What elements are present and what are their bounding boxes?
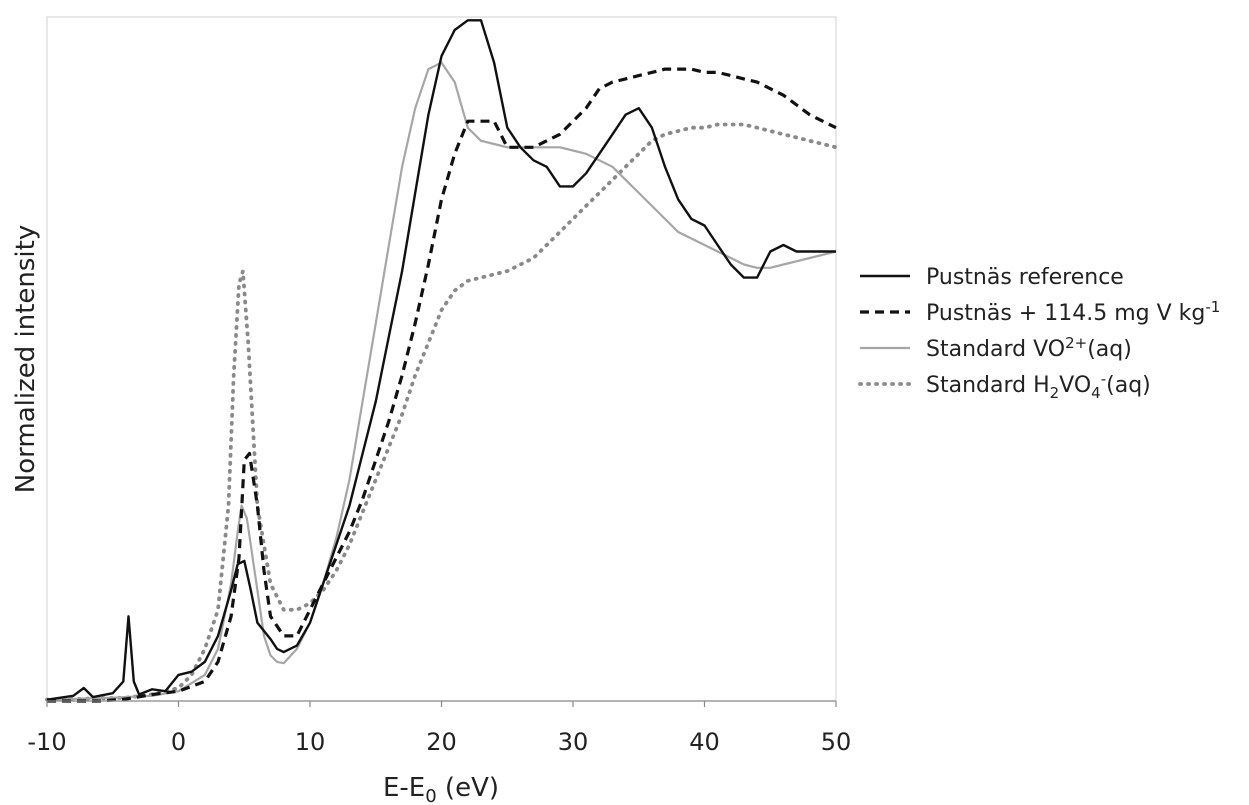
series-line-4 [45, 122, 838, 702]
x-axis-title-main: E-E [383, 773, 425, 803]
legend-label-part: -1 [1205, 298, 1220, 316]
legend-label-part: (aq) [1106, 373, 1151, 398]
legend-label: Standard VO2+(aq) [926, 334, 1132, 362]
x-tick-label: -10 [27, 728, 66, 756]
x-tick-label: 20 [426, 728, 457, 756]
legend-label-part: VO [1059, 373, 1091, 398]
legend-label-part: Pustnäs + 114.5 mg V kg [926, 301, 1205, 326]
x-axis-title-unit: (eV) [437, 773, 499, 803]
legend-label-part: 2+ [1065, 334, 1087, 352]
legend-label: Standard H2VO4-(aq) [926, 370, 1151, 402]
plot-area-frame [46, 16, 837, 702]
series-line-1 [46, 19, 836, 701]
legend-label-part: Standard H [926, 373, 1050, 398]
x-axis-title: E-E0 (eV) [383, 773, 499, 805]
series-layer [45, 19, 838, 703]
legend-label-part: 4 [1091, 384, 1101, 402]
x-tick-label: 10 [295, 728, 326, 756]
legend-label-part: - [1101, 370, 1106, 388]
legend-label: Pustnäs + 114.5 mg V kg-1 [926, 298, 1220, 326]
legend-label-part: (aq) [1087, 337, 1132, 362]
x-tick-label: 50 [821, 728, 852, 756]
x-tick-label: 40 [689, 728, 720, 756]
x-tick-label: 0 [171, 728, 186, 756]
legend-label-part: 2 [1050, 384, 1060, 402]
series-line-2 [47, 67, 837, 703]
x-tick-layer: -10 0 10 20 30 40 50 [27, 701, 851, 756]
x-axis-title-sub: 0 [425, 786, 436, 805]
legend-label: Pustnäs reference [926, 265, 1124, 290]
x-tick-label: 30 [558, 728, 589, 756]
legend-label-part: Standard VO [926, 337, 1065, 362]
legend: Pustnäs reference Pustnäs + 114.5 mg V kg… [858, 265, 1220, 402]
series-line-3 [46, 61, 837, 701]
legend-label-part: Pustnäs reference [926, 265, 1124, 290]
y-axis-title: Normalized intensity [11, 225, 41, 493]
